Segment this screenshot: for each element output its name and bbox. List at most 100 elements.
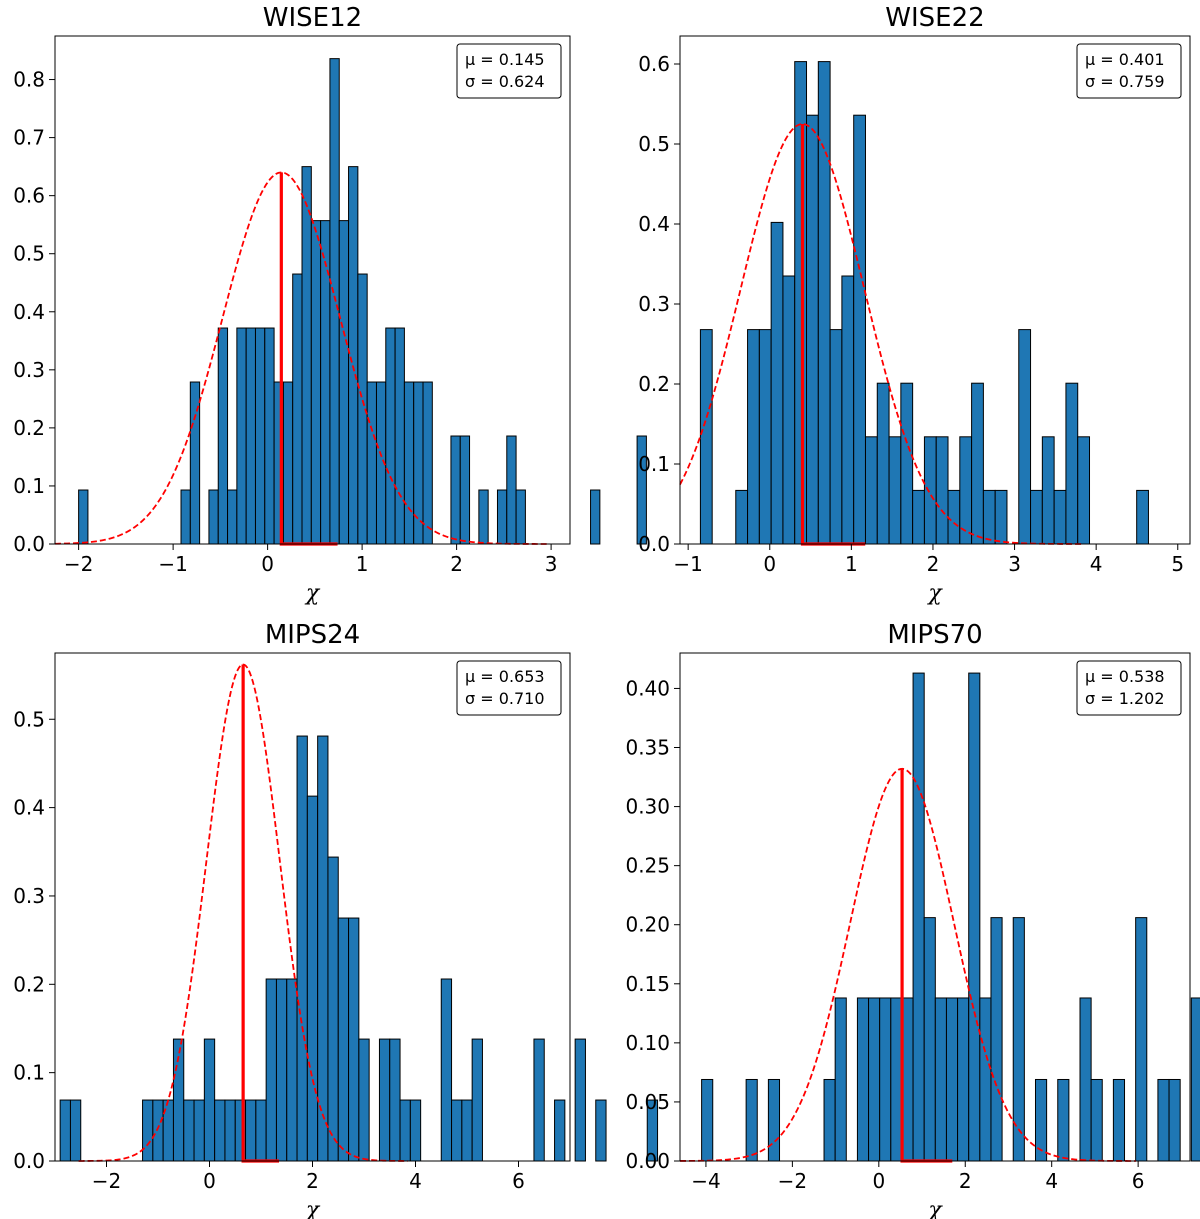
y-tick-label: 0.8 <box>13 68 45 92</box>
histogram-bar <box>471 1038 483 1162</box>
histogram-bar <box>338 220 350 545</box>
histogram-bar <box>317 735 329 1162</box>
histogram-bar <box>378 1038 391 1162</box>
histogram-bar <box>1034 1078 1048 1162</box>
histogram-bar <box>1190 997 1200 1162</box>
histogram-bar <box>935 436 949 545</box>
histogram-bar <box>747 329 760 545</box>
histogram-bar <box>496 489 508 545</box>
chart-title: WISE22 <box>885 3 984 33</box>
y-tick-label: 0.40 <box>625 676 670 700</box>
histogram-bar <box>767 1078 781 1162</box>
histogram-bar <box>1030 489 1043 545</box>
y-tick-label: 0.0 <box>13 532 45 556</box>
histogram-bar <box>834 997 847 1162</box>
x-axis-label: χ <box>926 1198 943 1219</box>
histogram-bar <box>236 327 247 545</box>
histogram-bar <box>1079 997 1092 1162</box>
x-tick-label: −1 <box>158 552 187 576</box>
histogram-bar <box>413 381 424 545</box>
x-axis-label: χ <box>926 581 943 606</box>
x-tick-label: 4 <box>409 1169 422 1193</box>
histogram-bar <box>461 1099 473 1162</box>
histogram-bar <box>971 382 984 545</box>
histogram-bar <box>701 1078 714 1162</box>
histogram-bar <box>1065 382 1079 545</box>
histogram-bar <box>515 489 526 545</box>
histogram-bar <box>389 1038 401 1162</box>
histogram-bar <box>823 1078 836 1162</box>
x-axis-label: χ <box>304 1198 321 1219</box>
x-tick-label: 4 <box>1090 552 1103 576</box>
x-axis-label: χ <box>304 581 321 606</box>
histogram-bar <box>1136 489 1149 545</box>
y-tick-label: 0.4 <box>638 212 670 236</box>
x-tick-label: 2 <box>306 1169 319 1193</box>
histogram-bar <box>409 1099 422 1162</box>
histogram-bar <box>994 489 1008 545</box>
histogram-bar <box>923 917 936 1162</box>
histogram-bar <box>203 1038 216 1162</box>
histogram-bar <box>208 489 219 545</box>
x-tick-label: 3 <box>1008 552 1021 576</box>
histogram-bar <box>735 489 749 545</box>
plot-frame <box>54 35 571 545</box>
histogram-bar <box>853 114 866 545</box>
legend-mu-text: μ = 0.538 <box>1085 667 1165 686</box>
histogram-bar <box>214 1099 226 1162</box>
x-tick-label: −2 <box>64 552 93 576</box>
histogram-bar <box>275 978 288 1162</box>
panel-wise22: −1 0 1 2 3 4 5 0.0 0.1 0.2 0.3 0.4 0.5 0.6 WISE22 χ μ = … <box>638 3 1191 606</box>
y-tick-label: 0.1 <box>638 452 670 476</box>
legend-box <box>1076 43 1182 99</box>
panel-wise12: −2 −1 0 1 2 3 0.0 0.1 0.2 0.3 0.4 0.5 0.6 0.7 0.8 WISE1… <box>13 3 647 606</box>
histogram-bar <box>245 327 256 545</box>
legend-box <box>1076 660 1182 716</box>
x-tick-label: 2 <box>450 552 463 576</box>
histogram-bar <box>217 327 229 545</box>
y-tick-label: 0.1 <box>13 474 45 498</box>
histogram-bar <box>327 856 339 1162</box>
x-tick-label: 0 <box>763 552 776 576</box>
x-tick-label: 3 <box>545 552 558 576</box>
histogram-bar <box>282 381 294 545</box>
legend-box <box>456 43 562 99</box>
histogram-bar <box>841 275 855 545</box>
y-tick-label: 0.4 <box>13 300 45 324</box>
histogram-bar <box>478 489 489 545</box>
histogram-bar <box>990 917 1003 1162</box>
y-tick-label: 0.10 <box>625 1031 670 1055</box>
histogram-bar <box>817 61 831 545</box>
histogram-bar <box>982 489 996 545</box>
y-tick-label: 0.3 <box>13 358 45 382</box>
y-tick-label: 0.5 <box>13 242 45 266</box>
histogram-bar <box>912 672 925 1162</box>
x-tick-label: −1 <box>673 552 702 576</box>
histogram-bar <box>1041 436 1055 545</box>
histogram-bar <box>152 1099 164 1162</box>
histogram-bar <box>440 978 453 1162</box>
y-tick-label: 0.7 <box>13 126 45 150</box>
histogram-bar <box>348 917 360 1162</box>
histogram-bar <box>399 1099 411 1162</box>
y-tick-label: 0.35 <box>625 736 670 760</box>
histogram-bar <box>450 435 461 545</box>
histogram-bar <box>180 489 191 545</box>
histogram-bar <box>912 489 925 545</box>
y-tick-label: 0.30 <box>625 795 670 819</box>
histogram-bar <box>264 327 275 545</box>
histogram-bar <box>403 381 415 545</box>
histogram-bar <box>934 997 947 1162</box>
histogram-bar <box>385 327 396 545</box>
x-tick-label: 5 <box>1171 552 1184 576</box>
y-tick-label: 0.6 <box>638 52 670 76</box>
y-tick-label: 0.5 <box>13 707 45 731</box>
x-tick-label: 2 <box>959 1169 972 1193</box>
chart-title: MIPS24 <box>265 620 360 650</box>
y-tick-label: 0.15 <box>625 972 670 996</box>
histogram-bar <box>968 672 981 1162</box>
histogram-bar <box>265 978 277 1162</box>
legend-sigma-text: σ = 1.202 <box>1085 689 1165 708</box>
legend-box <box>456 660 562 716</box>
